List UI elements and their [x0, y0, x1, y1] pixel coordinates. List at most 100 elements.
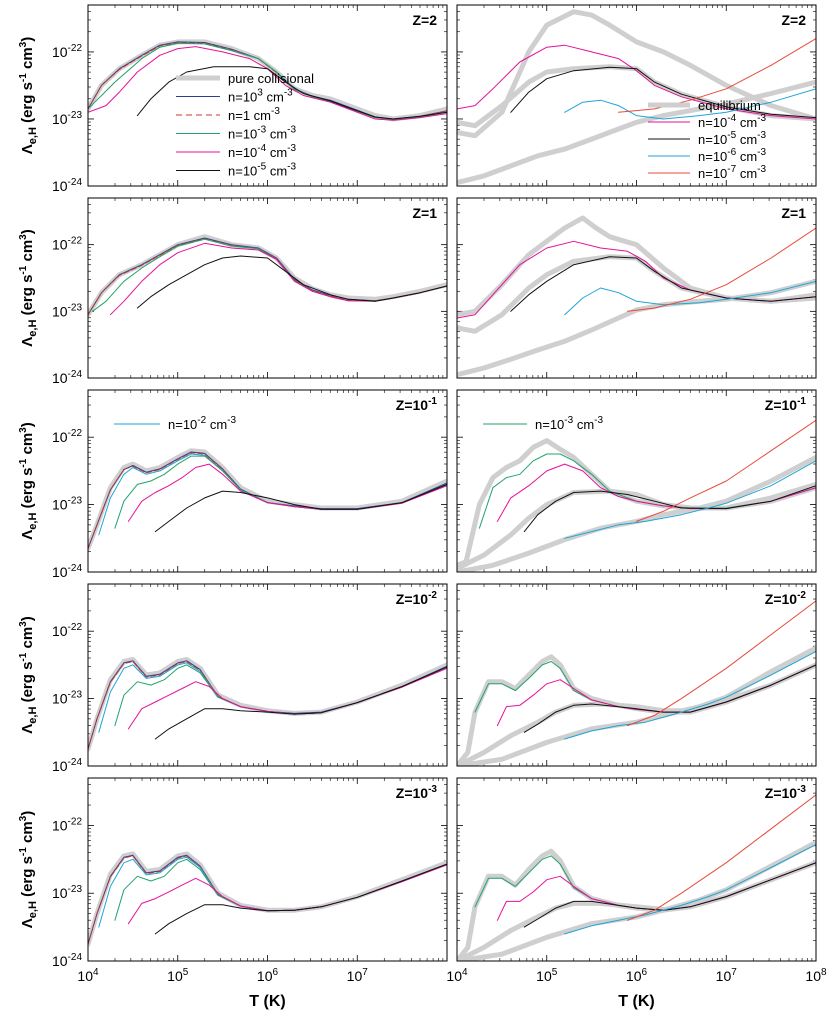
- x-axis-label: T (K): [249, 993, 285, 1010]
- x-tick-label: 107​: [716, 967, 738, 984]
- legend-label: n=10-7​ cm-3​: [698, 164, 766, 181]
- x-tick-label: 108​: [805, 967, 827, 984]
- y-tick-label: 10-23​: [52, 884, 82, 901]
- series-line: [88, 855, 447, 945]
- panel-1-right: Z=1: [456, 197, 817, 379]
- panel-title: Z=1: [412, 205, 437, 221]
- x-tick-label: 106​: [626, 967, 648, 984]
- panel-frame: [87, 197, 448, 379]
- legend-label: pure collisional: [228, 71, 314, 86]
- series-line: [457, 79, 816, 186]
- series-line: [154, 666, 447, 740]
- series-line: [127, 463, 447, 522]
- panel-frame: [456, 583, 817, 767]
- series-line: [523, 485, 816, 533]
- y-axis-label: Λe,H (erg s-1 cm3): [18, 811, 39, 928]
- series-line: [88, 234, 447, 318]
- y-axis-label: Λe,H (erg s-1 cm3): [18, 616, 39, 733]
- y-tick-label: 10-24​: [52, 952, 82, 969]
- panel-frame: [456, 777, 817, 962]
- series-line: [127, 667, 447, 730]
- x-axis-label: T (K): [618, 993, 654, 1010]
- panel-title: Z=10-3​: [396, 784, 438, 801]
- panel-title: Z=10-2​: [396, 590, 438, 607]
- series-line: [627, 227, 816, 312]
- legend-label: n=103​ cm-3​: [228, 88, 293, 105]
- series-line: [564, 843, 816, 935]
- series-line: [457, 860, 816, 961]
- y-axis-label: Λe,H (erg s-1 cm3): [18, 422, 39, 539]
- x-tick-label: 104​: [446, 967, 468, 984]
- series-group: [88, 39, 447, 122]
- panel-4-left: Z=10-3​ 10-22​ 10-23​ 10-24​ Λe,H (erg s-1 c…: [18, 777, 448, 1010]
- panel-frame: [456, 197, 817, 379]
- series-line: [564, 650, 816, 740]
- series-line: [564, 460, 816, 539]
- panel-frame: [87, 389, 448, 573]
- y-tick-label: 10-23​: [52, 110, 82, 127]
- panel-title: Z=1: [781, 205, 806, 221]
- series-line: [457, 654, 816, 766]
- series-line: [457, 662, 816, 766]
- legend-label: n=10-2​ cm-3​: [168, 415, 236, 432]
- panel-3-right: Z=10-2​: [456, 583, 817, 767]
- x-tick-label: 105​: [167, 967, 189, 984]
- y-tick-label: 10-24​: [52, 369, 82, 386]
- series-group: [457, 600, 816, 766]
- series-line: [523, 862, 816, 928]
- legend-label: equilibrium: [698, 98, 761, 113]
- series-line: [88, 657, 447, 752]
- legend-label: n=10-5​ cm-3​: [698, 130, 766, 147]
- panel-1-left: Z=1 10-22​ 10-23​ 10-24​ Λe,H (erg s-1 cm3): [18, 197, 448, 386]
- panel-frame: [87, 4, 448, 187]
- series-group: [88, 234, 447, 318]
- y-axis-label: Λe,H (erg s-1 cm3): [18, 229, 39, 346]
- panel-3-left: Z=10-2​ 10-22​ 10-23​ 10-24​ Λe,H (erg s-1 c…: [18, 583, 448, 774]
- y-tick-label: 10-23​: [52, 690, 82, 707]
- series-line: [627, 794, 816, 921]
- y-tick-label: 10-22​: [52, 816, 82, 833]
- series-line: [88, 237, 447, 316]
- series-group: [457, 794, 816, 961]
- series-line: [496, 463, 816, 522]
- series-line: [136, 66, 447, 120]
- series-line: [510, 256, 816, 312]
- legend-label: n=10-6​ cm-3​: [698, 147, 766, 164]
- panel-title: Z=2: [781, 12, 806, 28]
- legend-label: n=10-3​ cm-3​: [228, 125, 296, 142]
- panel-title: Z=10-3​: [765, 784, 807, 801]
- y-tick-label: 10-24​: [52, 177, 82, 194]
- y-tick-label: 10-23​: [52, 302, 82, 319]
- y-tick-label: 10-24​: [52, 563, 82, 580]
- series-line: [154, 483, 447, 533]
- series-line: [127, 864, 447, 925]
- series-line: [98, 453, 447, 536]
- y-tick-label: 10-24​: [52, 757, 82, 774]
- series-group: [88, 851, 447, 947]
- series-line: [618, 38, 816, 113]
- y-tick-label: 10-22​: [52, 236, 82, 253]
- panel-title: Z=10-1​: [765, 396, 807, 413]
- x-tick-label: 104​: [77, 967, 99, 984]
- series-group: [457, 215, 816, 378]
- series-line: [88, 448, 447, 551]
- panel-0-right: Z=2: [456, 4, 817, 187]
- series-line: [564, 88, 816, 120]
- legend-label: n=10-3​ cm-3​: [535, 415, 603, 432]
- y-tick-label: 10-22​: [52, 428, 82, 445]
- y-tick-label: 10-23​: [52, 496, 82, 513]
- panel-title: Z=10-1​: [396, 396, 438, 413]
- series-line: [88, 42, 447, 121]
- series-line: [636, 419, 816, 522]
- panel-frame: [456, 4, 817, 187]
- series-line: [457, 645, 816, 766]
- series-line: [457, 44, 816, 120]
- series-line: [564, 280, 816, 316]
- series-line: [88, 46, 447, 121]
- x-tick-label: 107​: [347, 967, 369, 984]
- panel-frame: [87, 583, 448, 767]
- x-tick-label: 106​: [257, 967, 279, 984]
- panel-frame: [456, 389, 817, 573]
- legend-label: n=1 cm-3​: [228, 106, 280, 123]
- legend-label: n=10-5​ cm-3​: [228, 162, 296, 179]
